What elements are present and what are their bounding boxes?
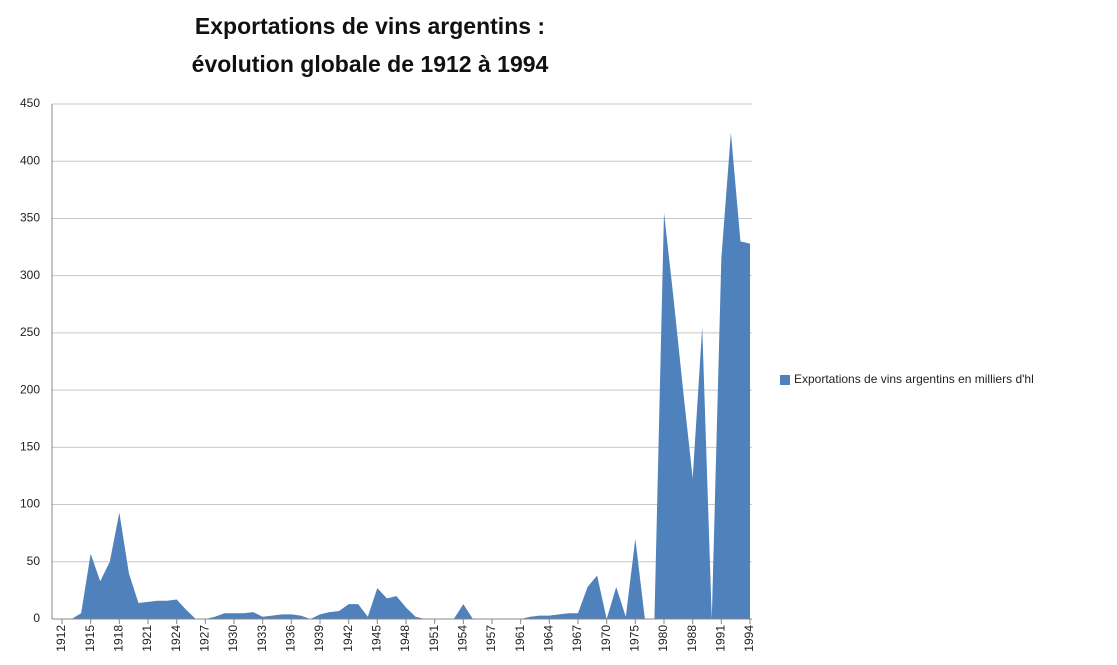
x-tick-label: 1918 xyxy=(112,625,126,652)
x-tick-label: 1933 xyxy=(255,625,269,652)
x-tick-label: 1945 xyxy=(370,625,384,652)
x-tick-label: 1930 xyxy=(226,625,240,652)
x-tick-label: 1939 xyxy=(312,625,326,652)
x-tick-label: 1951 xyxy=(427,625,441,652)
y-tick-label: 250 xyxy=(20,325,40,339)
x-tick-label: 1988 xyxy=(685,625,699,652)
legend-swatch xyxy=(780,375,790,385)
y-tick-label: 300 xyxy=(20,268,40,282)
y-tick-label: 50 xyxy=(27,554,41,568)
chart-title: Exportations de vins argentins : xyxy=(195,13,545,39)
x-tick-label: 1921 xyxy=(140,625,154,652)
x-tick-label: 1994 xyxy=(742,625,756,652)
x-tick-label: 1912 xyxy=(54,625,68,652)
x-tick-label: 1915 xyxy=(83,625,97,652)
y-tick-label: 100 xyxy=(20,497,40,511)
x-tick-label: 1980 xyxy=(656,625,670,652)
x-tick-label: 1967 xyxy=(570,625,584,652)
y-tick-label: 0 xyxy=(33,611,40,625)
area xyxy=(62,132,750,619)
x-tick-label: 1970 xyxy=(599,625,613,652)
y-tick-label: 200 xyxy=(20,382,40,396)
x-tick-label: 1924 xyxy=(169,625,183,652)
x-tick-label: 1948 xyxy=(398,625,412,652)
x-tick-label: 1954 xyxy=(456,625,470,652)
x-tick-label: 1936 xyxy=(284,625,298,652)
x-tick-label: 1957 xyxy=(484,625,498,652)
y-tick-label: 400 xyxy=(20,153,40,167)
x-tick-label: 1942 xyxy=(341,625,355,652)
legend-label: Exportations de vins argentins en millie… xyxy=(794,372,1034,386)
x-tick-label: 1927 xyxy=(198,625,212,652)
x-tick-label: 1964 xyxy=(542,625,556,652)
chart-title: évolution globale de 1912 à 1994 xyxy=(192,51,549,77)
x-tick-label: 1961 xyxy=(513,625,527,652)
x-tick-label: 1991 xyxy=(714,625,728,652)
y-tick-label: 350 xyxy=(20,211,40,225)
y-tick-label: 450 xyxy=(20,96,40,110)
y-tick-label: 150 xyxy=(20,440,40,454)
x-tick-label: 1975 xyxy=(628,625,642,652)
